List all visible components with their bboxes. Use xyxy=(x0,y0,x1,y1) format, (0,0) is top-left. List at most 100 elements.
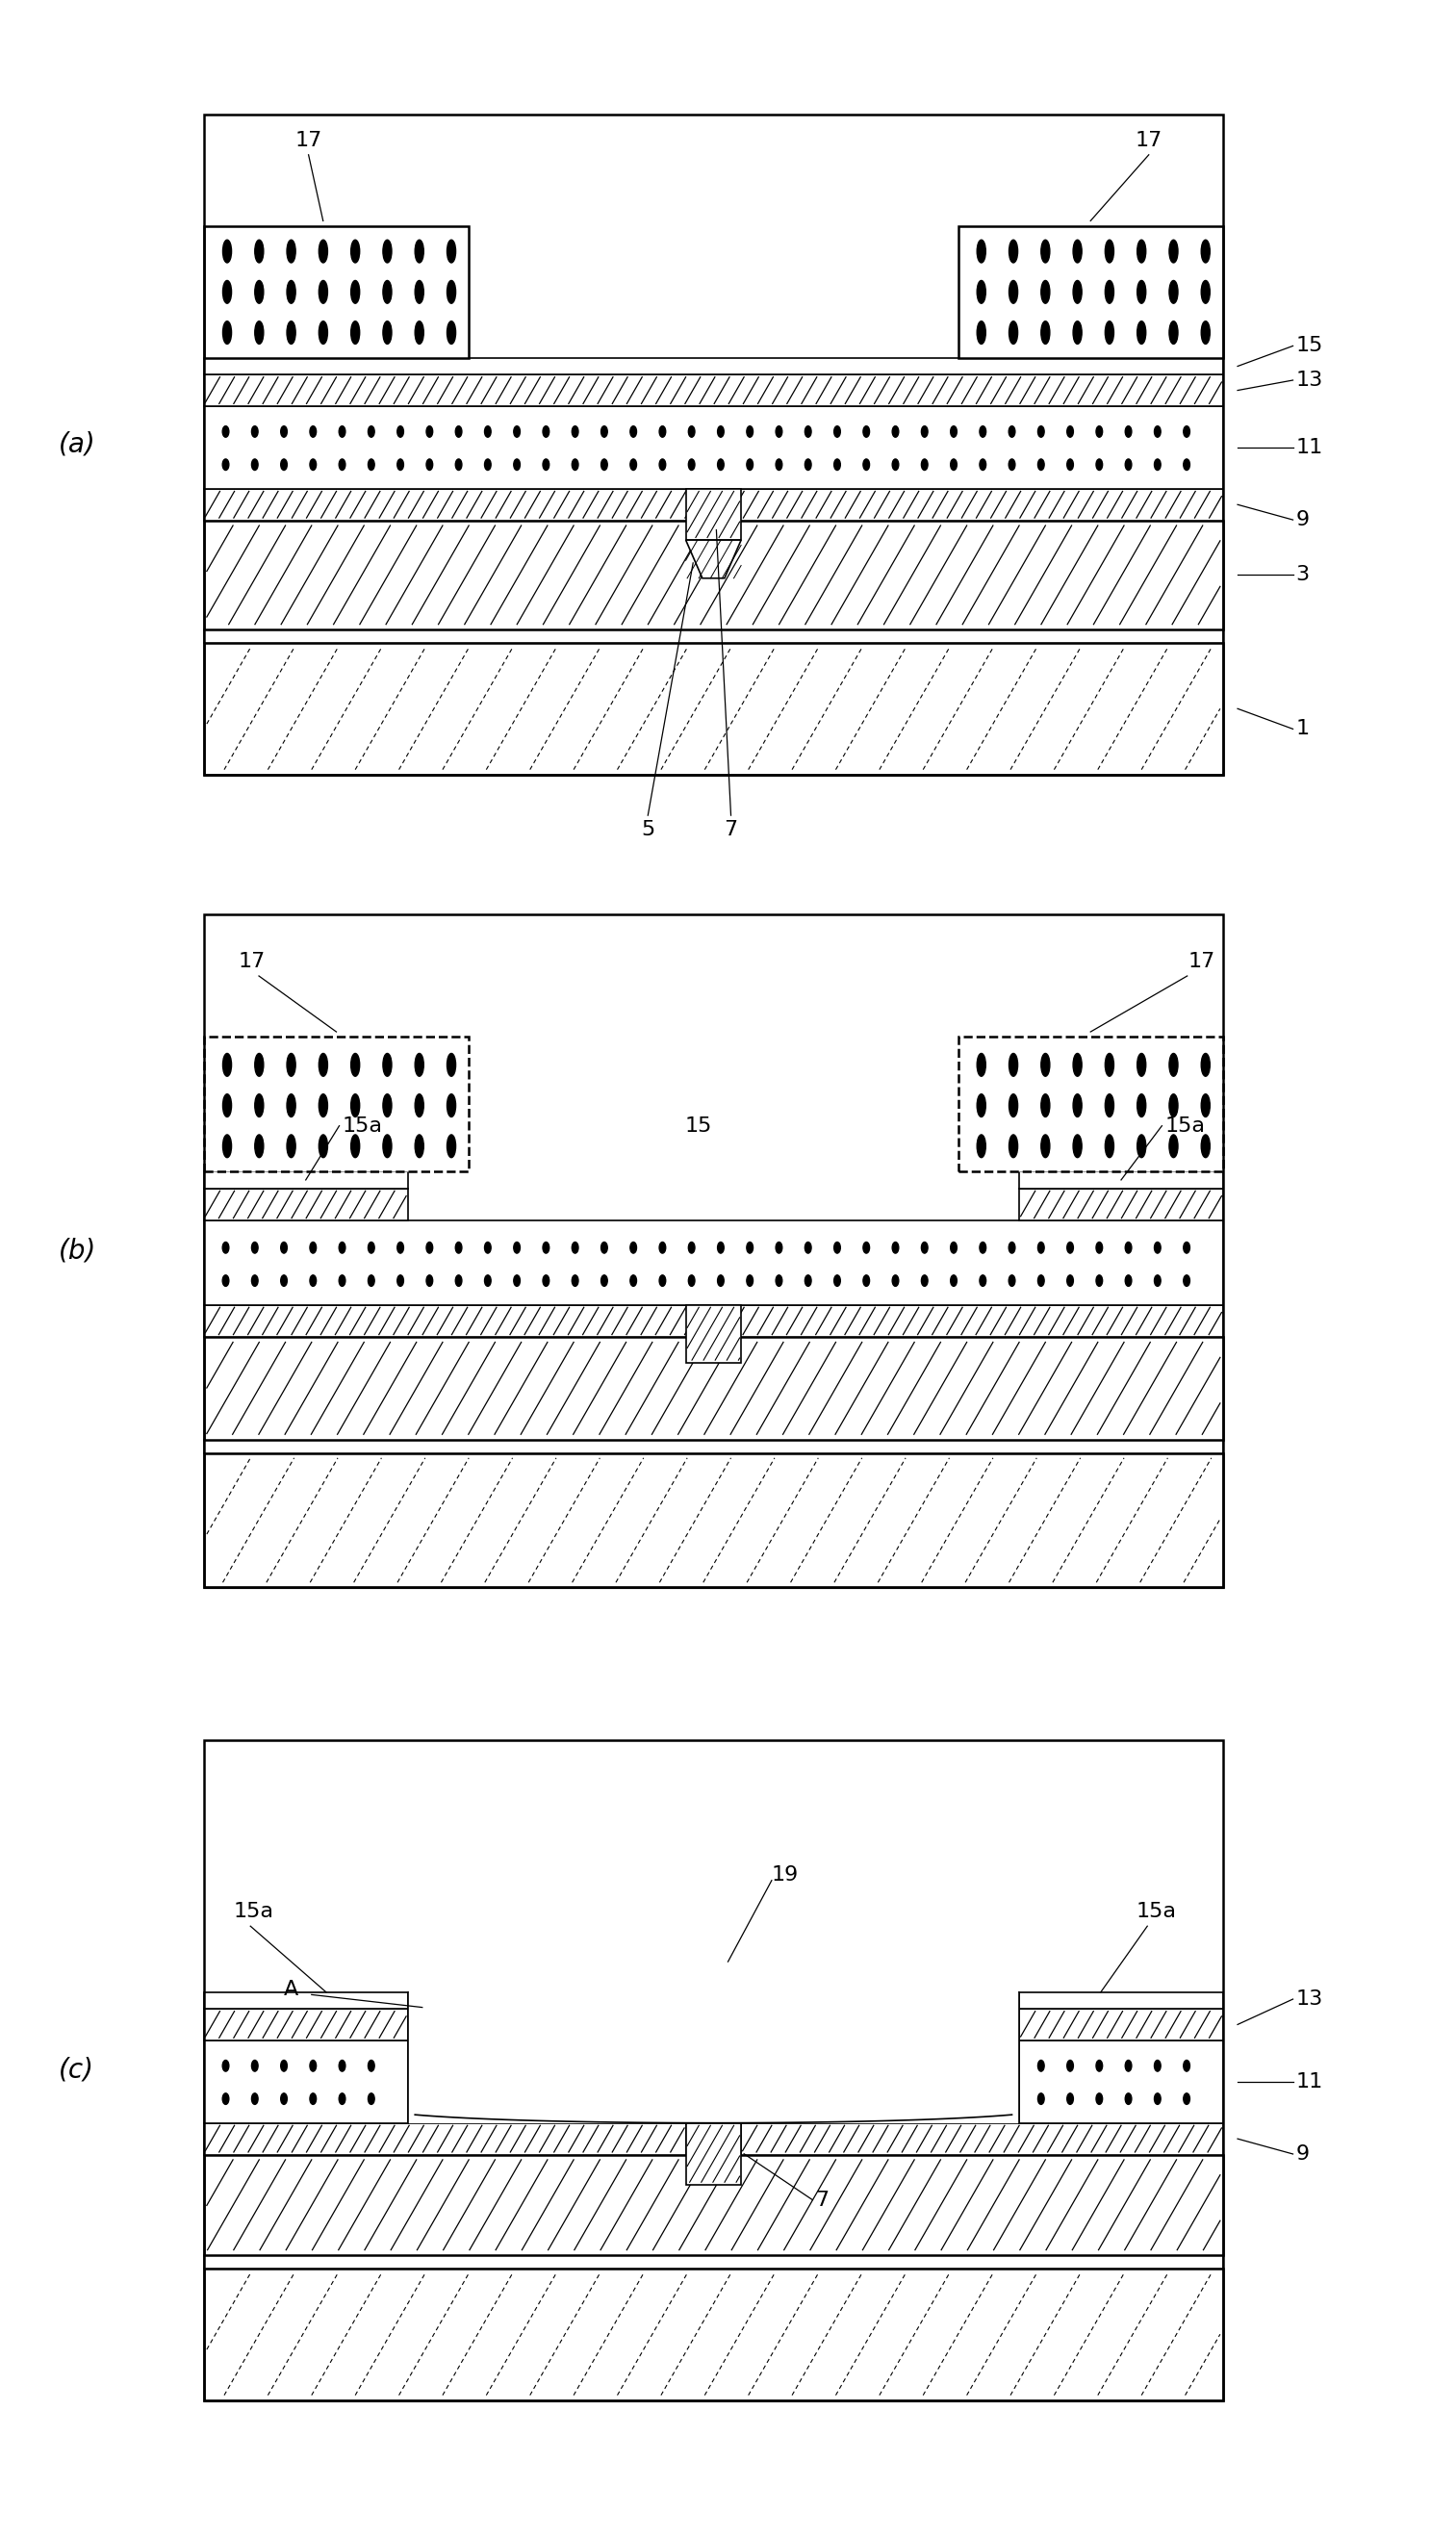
Ellipse shape xyxy=(287,279,296,302)
Ellipse shape xyxy=(1105,320,1114,343)
Text: 1: 1 xyxy=(1296,719,1309,739)
Text: 15a: 15a xyxy=(1165,1115,1206,1135)
Circle shape xyxy=(543,1275,549,1285)
Circle shape xyxy=(1067,460,1073,470)
Circle shape xyxy=(310,1275,316,1285)
Ellipse shape xyxy=(1137,1054,1146,1077)
Circle shape xyxy=(1155,460,1160,470)
Ellipse shape xyxy=(383,1135,392,1158)
Circle shape xyxy=(281,460,287,470)
Circle shape xyxy=(776,427,782,437)
Ellipse shape xyxy=(1201,1054,1210,1077)
Circle shape xyxy=(951,1275,957,1285)
Ellipse shape xyxy=(977,1054,986,1077)
Ellipse shape xyxy=(1105,239,1114,262)
Ellipse shape xyxy=(1137,279,1146,302)
Ellipse shape xyxy=(415,1135,424,1158)
Circle shape xyxy=(456,460,462,470)
Ellipse shape xyxy=(223,279,232,302)
Ellipse shape xyxy=(287,239,296,262)
Circle shape xyxy=(601,427,607,437)
Ellipse shape xyxy=(977,279,986,302)
Bar xyxy=(958,1036,1223,1171)
Circle shape xyxy=(689,1242,695,1252)
Ellipse shape xyxy=(1073,279,1082,302)
Ellipse shape xyxy=(1041,279,1050,302)
Circle shape xyxy=(660,1242,665,1252)
Circle shape xyxy=(1009,1242,1015,1252)
Ellipse shape xyxy=(1169,1054,1178,1077)
Circle shape xyxy=(893,460,898,470)
Circle shape xyxy=(339,2093,345,2103)
Ellipse shape xyxy=(447,1135,456,1158)
Circle shape xyxy=(1009,427,1015,437)
Ellipse shape xyxy=(1105,1135,1114,1158)
Ellipse shape xyxy=(1009,239,1018,262)
Ellipse shape xyxy=(1201,320,1210,343)
Circle shape xyxy=(805,460,811,470)
Ellipse shape xyxy=(1009,320,1018,343)
Circle shape xyxy=(630,1242,636,1252)
Circle shape xyxy=(397,1275,403,1285)
Text: 15: 15 xyxy=(686,1115,712,1135)
Ellipse shape xyxy=(383,239,392,262)
Ellipse shape xyxy=(1137,239,1146,262)
Ellipse shape xyxy=(255,1135,264,1158)
Circle shape xyxy=(718,1242,724,1252)
Circle shape xyxy=(1067,1275,1073,1285)
Bar xyxy=(1019,1189,1223,1222)
Circle shape xyxy=(601,460,607,470)
Circle shape xyxy=(922,1275,927,1285)
Circle shape xyxy=(893,427,898,437)
Bar xyxy=(204,1440,1223,1453)
Text: (a): (a) xyxy=(58,432,96,457)
Ellipse shape xyxy=(1009,1135,1018,1158)
Text: 11: 11 xyxy=(1296,2073,1324,2090)
Circle shape xyxy=(922,1242,927,1252)
Circle shape xyxy=(660,1275,665,1285)
Circle shape xyxy=(427,1275,432,1285)
Circle shape xyxy=(1155,1275,1160,1285)
Ellipse shape xyxy=(287,1135,296,1158)
Circle shape xyxy=(281,427,287,437)
Circle shape xyxy=(572,1242,578,1252)
Bar xyxy=(686,488,741,541)
Ellipse shape xyxy=(1201,1135,1210,1158)
Ellipse shape xyxy=(319,1095,328,1118)
Polygon shape xyxy=(686,541,741,579)
Circle shape xyxy=(456,427,462,437)
Ellipse shape xyxy=(351,320,360,343)
Circle shape xyxy=(1184,2060,1190,2073)
Ellipse shape xyxy=(1009,279,1018,302)
Ellipse shape xyxy=(223,1095,232,1118)
Circle shape xyxy=(252,1242,258,1252)
Circle shape xyxy=(514,1242,520,1252)
Circle shape xyxy=(1125,460,1131,470)
Circle shape xyxy=(397,1242,403,1252)
Circle shape xyxy=(252,1275,258,1285)
Circle shape xyxy=(339,460,345,470)
Text: 11: 11 xyxy=(1296,437,1324,457)
Circle shape xyxy=(456,1275,462,1285)
Bar xyxy=(204,1453,1223,1588)
Circle shape xyxy=(368,2093,374,2103)
Ellipse shape xyxy=(1073,239,1082,262)
Circle shape xyxy=(863,427,869,437)
Bar xyxy=(204,2123,686,2154)
Circle shape xyxy=(1038,460,1044,470)
Circle shape xyxy=(805,1275,811,1285)
Circle shape xyxy=(339,1275,345,1285)
Bar xyxy=(1019,2009,1223,2040)
Circle shape xyxy=(863,1242,869,1252)
Circle shape xyxy=(1067,1242,1073,1252)
Ellipse shape xyxy=(1169,1135,1178,1158)
Bar xyxy=(204,1189,408,1222)
Circle shape xyxy=(980,1275,986,1285)
Circle shape xyxy=(310,427,316,437)
Ellipse shape xyxy=(1169,1095,1178,1118)
Circle shape xyxy=(747,1242,753,1252)
Bar xyxy=(204,2154,1223,2256)
Circle shape xyxy=(1125,1242,1131,1252)
Circle shape xyxy=(281,1275,287,1285)
Bar xyxy=(204,114,1223,775)
